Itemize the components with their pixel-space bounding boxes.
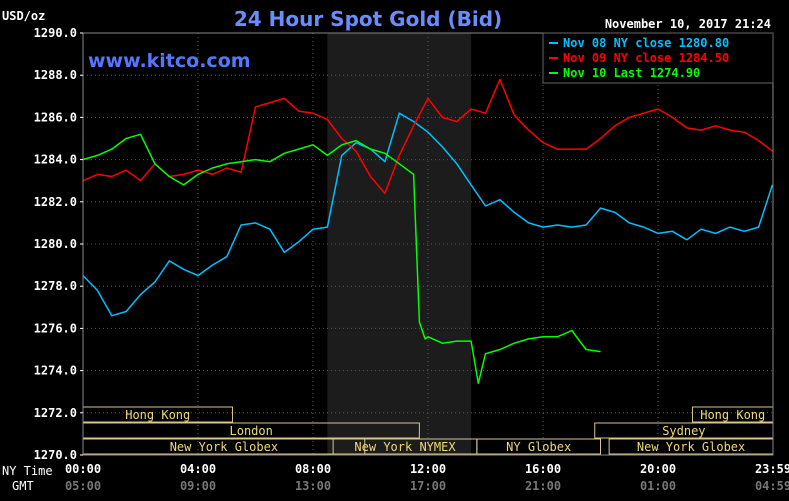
y-tick-label: 1276.0 bbox=[34, 321, 77, 335]
x-tick-label-ny: 23:59 bbox=[755, 462, 789, 476]
session-label: Hong Kong bbox=[125, 408, 190, 422]
trading-sessions: Hong Kong Hong Kong London Sydney New York G… bbox=[82, 406, 774, 455]
x-tick-label-ny: 04:00 bbox=[180, 462, 216, 476]
x-tick-label-ny: 08:00 bbox=[295, 462, 331, 476]
session-label: Hong Kong bbox=[700, 408, 765, 422]
y-tick-label: 1280.0 bbox=[34, 237, 77, 251]
x-tick-label-gmt: 09:00 bbox=[180, 479, 216, 493]
x-tick-label-gmt: 21:00 bbox=[525, 479, 561, 493]
session-label: New York Globex bbox=[170, 440, 278, 454]
x-tick-label-gmt: 13:00 bbox=[295, 479, 331, 493]
x-axis-ticks: 00:00 05:00 04:00 09:00 08:00 13:00 12:00 17:00… bbox=[65, 462, 789, 493]
kitco-watermark: www.kitco.com bbox=[88, 50, 251, 72]
x-tick-label-ny: 00:00 bbox=[65, 462, 101, 476]
chart-title: 24 Hour Spot Gold (Bid) bbox=[234, 7, 502, 31]
y-tick-label: 1272.0 bbox=[34, 406, 77, 420]
price-lines bbox=[82, 78, 774, 385]
y-tick-label: 1278.0 bbox=[34, 279, 77, 293]
x-tick-label-ny: 16:00 bbox=[525, 462, 561, 476]
x-tick-label-gmt: 17:00 bbox=[410, 479, 446, 493]
y-tick-label: 1290.0 bbox=[34, 26, 77, 40]
session-label: Sydney bbox=[662, 424, 705, 438]
legend: November 10, 2017 21:24 Nov 08 NY close … bbox=[542, 17, 774, 84]
x-tick-label-gmt: 01:00 bbox=[640, 479, 676, 493]
x-tick-label-gmt: 04:59 bbox=[755, 479, 789, 493]
session-label: New York NYMEX bbox=[354, 440, 456, 454]
gmt-label: GMT bbox=[12, 479, 34, 493]
y-tick-label: 1288.0 bbox=[34, 68, 77, 82]
legend-entry: Nov 10 Last 1274.90 bbox=[563, 66, 700, 80]
y-tick-label: 1274.0 bbox=[34, 364, 77, 378]
x-tick-label-ny: 12:00 bbox=[410, 462, 446, 476]
x-tick-label-ny: 20:00 bbox=[640, 462, 676, 476]
legend-entry: Nov 09 NY close 1284.50 bbox=[563, 51, 729, 65]
legend-box bbox=[542, 32, 774, 84]
y-tick-label: 1284.0 bbox=[34, 153, 77, 167]
series-line bbox=[82, 78, 773, 195]
session-label: NY Globex bbox=[506, 440, 571, 454]
session-box bbox=[476, 438, 601, 455]
legend-entry: Nov 08 NY close 1280.80 bbox=[563, 36, 729, 50]
x-tick-label-gmt: 05:00 bbox=[65, 479, 101, 493]
session-label: London bbox=[230, 424, 273, 438]
datetime-label: November 10, 2017 21:24 bbox=[605, 17, 771, 31]
y-axis-ticks: 1290.0 1288.0 1286.0 1284.0 1282.0 1280.0 1278… bbox=[34, 26, 83, 462]
y-tick-label: 1286.0 bbox=[34, 110, 77, 124]
y-tick-label: 1270.0 bbox=[34, 448, 77, 462]
y-tick-label: 1282.0 bbox=[34, 195, 77, 209]
series-line bbox=[82, 133, 601, 385]
unit-label: USD/oz bbox=[2, 9, 45, 23]
session-label: New York Globex bbox=[637, 440, 745, 454]
series-line bbox=[82, 112, 774, 317]
ny-time-label: NY Time bbox=[2, 464, 53, 478]
